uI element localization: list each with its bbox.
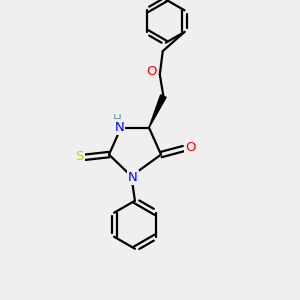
Text: O: O [185, 141, 195, 154]
Text: S: S [75, 150, 84, 163]
Text: O: O [146, 65, 157, 78]
Text: N: N [128, 171, 138, 184]
Text: N: N [115, 121, 124, 134]
Polygon shape [149, 95, 166, 128]
Text: H: H [113, 113, 122, 126]
